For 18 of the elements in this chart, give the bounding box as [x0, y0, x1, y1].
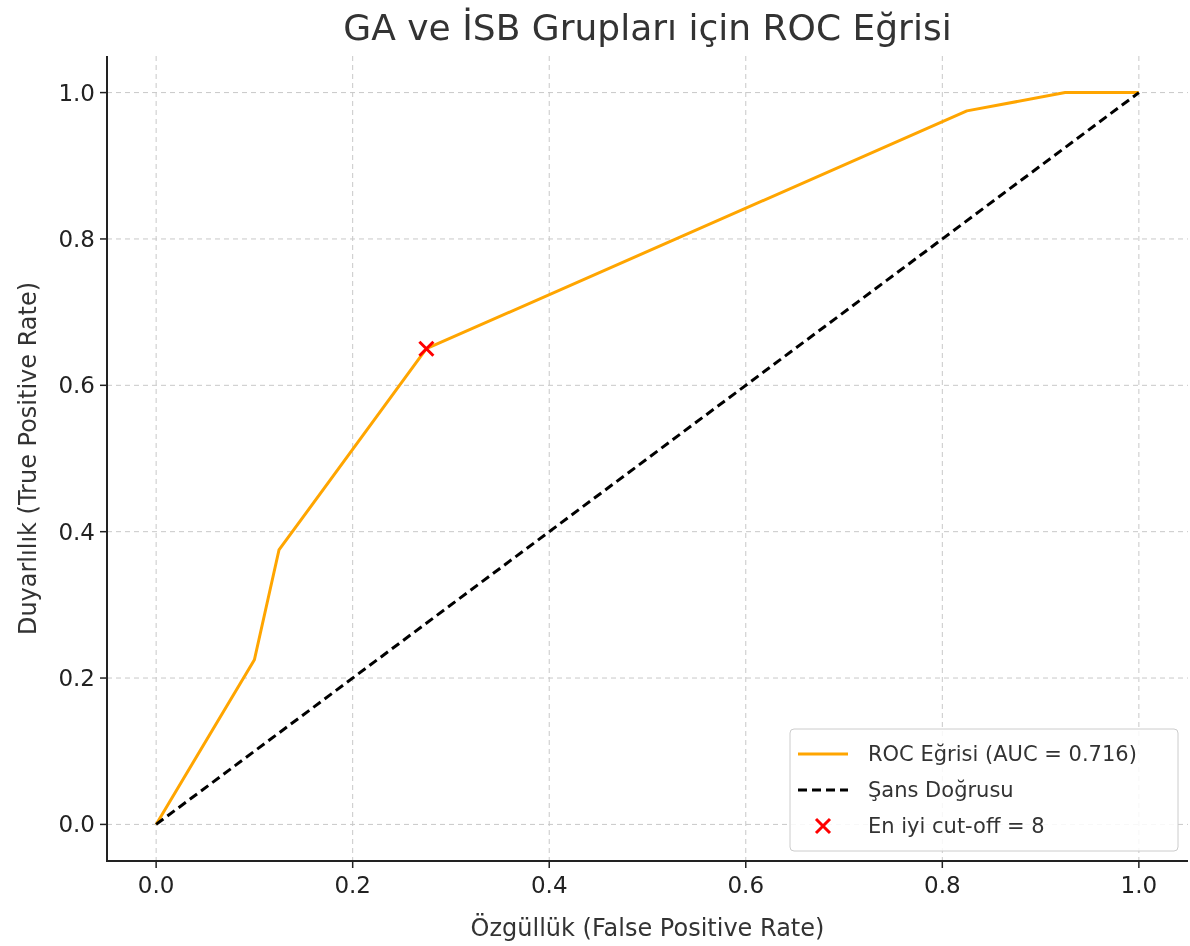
x-axis-title: Özgüllük (False Positive Rate)	[470, 913, 825, 942]
legend-label: En iyi cut-off = 8	[868, 814, 1045, 839]
x-tick-label: 1.0	[1120, 872, 1158, 898]
chart-title: GA ve İSB Grupları için ROC Eğrisi	[343, 7, 952, 48]
y-tick-label: 0.8	[58, 226, 95, 252]
legend-label: ROC Eğrisi (AUC = 0.716)	[868, 742, 1137, 767]
x-tick-label: 0.4	[530, 872, 568, 898]
x-tick-label: 0.8	[924, 872, 961, 898]
y-tick-label: 0.2	[58, 665, 95, 692]
y-tick-label: 0.4	[58, 518, 95, 545]
y-tick-label: 0.6	[58, 372, 95, 399]
x-tick-label: 0.0	[137, 872, 175, 898]
x-tick-label: 0.6	[727, 872, 765, 898]
legend-label: Şans Doğrusu	[868, 778, 1014, 803]
x-tick-label: 0.2	[334, 872, 371, 898]
y-tick-label: 0.0	[58, 811, 95, 838]
y-axis-title: Duyarlılık (True Positive Rate)	[14, 281, 42, 636]
y-tick-label: 1.0	[58, 79, 95, 106]
